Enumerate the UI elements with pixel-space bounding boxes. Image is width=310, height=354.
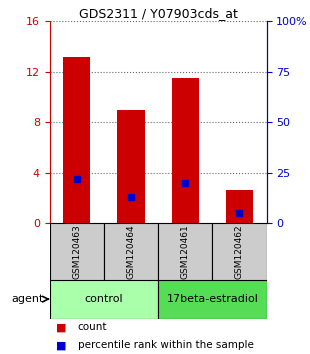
Text: GSM120464: GSM120464 xyxy=(126,224,135,279)
Text: 17beta-estradiol: 17beta-estradiol xyxy=(166,294,258,304)
Bar xyxy=(117,109,144,223)
Text: control: control xyxy=(85,294,123,304)
Bar xyxy=(50,280,158,319)
Bar xyxy=(172,78,199,223)
Bar xyxy=(158,223,212,280)
Text: count: count xyxy=(78,322,107,332)
Title: GDS2311 / Y07903cds_at: GDS2311 / Y07903cds_at xyxy=(79,7,237,20)
Text: GSM120461: GSM120461 xyxy=(181,224,190,279)
Bar xyxy=(50,223,104,280)
Text: percentile rank within the sample: percentile rank within the sample xyxy=(78,340,253,350)
Text: ■: ■ xyxy=(56,340,66,350)
Bar xyxy=(212,223,267,280)
Bar xyxy=(158,280,267,319)
Text: GSM120463: GSM120463 xyxy=(72,224,81,279)
Bar xyxy=(63,57,90,223)
Text: GSM120462: GSM120462 xyxy=(235,224,244,279)
Text: agent: agent xyxy=(11,294,43,304)
Bar xyxy=(226,190,253,223)
Bar xyxy=(104,223,158,280)
Text: ■: ■ xyxy=(56,322,66,332)
